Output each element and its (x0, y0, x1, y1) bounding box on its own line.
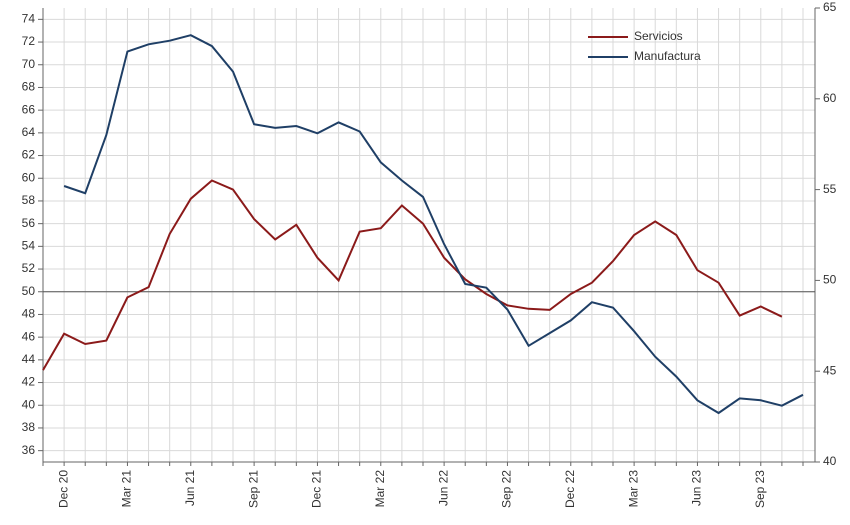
y-tick-label: 68 (22, 80, 36, 94)
y-tick-label: 46 (22, 329, 36, 343)
x-tick-label: Sep 21 (246, 470, 260, 508)
y-tick-label: 62 (22, 148, 36, 162)
y-tick-label: 66 (22, 102, 36, 116)
y-tick-label: 54 (22, 239, 36, 253)
x-tick-label: Mar 23 (626, 470, 640, 508)
y-tick-label: 64 (22, 125, 36, 139)
y-tick-label: 48 (22, 307, 36, 321)
x-tick-label: Jun 23 (690, 470, 704, 506)
y2-tick-label: 40 (823, 454, 837, 468)
x-tick-label: Jun 22 (436, 470, 450, 506)
x-tick-label: Mar 22 (373, 470, 387, 508)
y-tick-label: 50 (22, 284, 36, 298)
y-tick-label: 58 (22, 193, 36, 207)
y-tick-label: 52 (22, 261, 36, 275)
y-tick-label: 60 (22, 170, 36, 184)
series-line (42, 179, 783, 371)
x-tick-label: Dec 22 (563, 470, 577, 508)
x-tick-label: Sep 22 (500, 470, 514, 508)
y-tick-label: 40 (22, 397, 36, 411)
y-tick-label: 74 (22, 12, 36, 26)
y-tick-label: 42 (22, 375, 36, 389)
y2-tick-label: 60 (823, 91, 837, 105)
y2-tick-label: 45 (823, 363, 837, 377)
x-tick-label: Dec 21 (310, 470, 324, 508)
y-tick-label: 44 (22, 352, 36, 366)
series-line (63, 34, 804, 415)
legend-label: Manufactura (634, 49, 701, 63)
x-tick-label: Mar 21 (120, 470, 134, 508)
y2-tick-label: 50 (823, 273, 837, 287)
x-tick-label: Sep 23 (753, 470, 767, 508)
y2-tick-label: 65 (823, 0, 837, 14)
x-tick-label: Jun 21 (183, 470, 197, 506)
legend-label: Servicios (634, 29, 683, 43)
y-tick-label: 38 (22, 420, 36, 434)
x-tick-label: Dec 20 (56, 470, 70, 508)
y-tick-label: 72 (22, 34, 36, 48)
y-tick-label: 56 (22, 216, 36, 230)
y-tick-label: 36 (22, 443, 36, 457)
y-tick-label: 70 (22, 57, 36, 71)
y2-tick-label: 55 (823, 182, 837, 196)
